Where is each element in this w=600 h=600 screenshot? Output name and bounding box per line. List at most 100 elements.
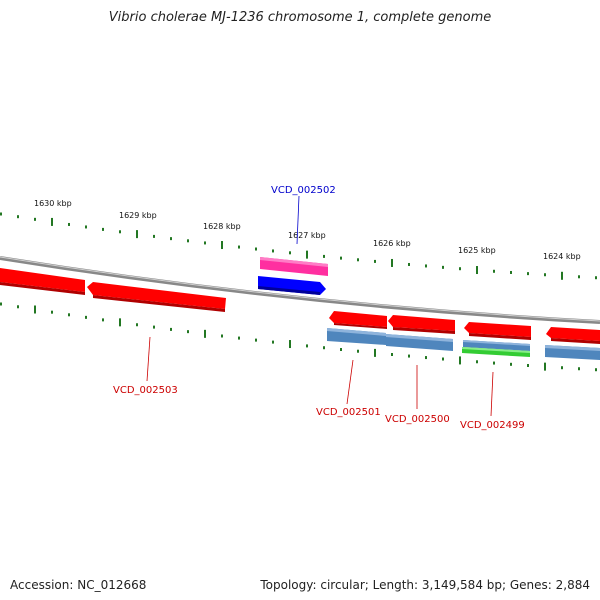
feature-steelblue-4 bbox=[545, 345, 600, 360]
accession-text: Accession: NC_012668 bbox=[10, 578, 147, 592]
feature-green bbox=[462, 347, 530, 357]
major-tick bbox=[561, 271, 563, 280]
major-tick bbox=[391, 258, 393, 267]
minor-tick bbox=[136, 323, 138, 327]
minor-tick bbox=[68, 222, 70, 226]
ruler-label-1627: 1627 kbp bbox=[288, 231, 326, 240]
minor-tick bbox=[340, 348, 342, 352]
minor-tick bbox=[578, 275, 580, 279]
minor-tick bbox=[85, 315, 87, 319]
minor-tick bbox=[187, 239, 189, 243]
major-tick bbox=[544, 362, 546, 371]
minor-tick bbox=[459, 267, 461, 271]
minor-tick bbox=[102, 227, 104, 231]
major-tick bbox=[306, 250, 308, 259]
gene-callout-VCD_002502: VCD_002502 bbox=[271, 185, 336, 245]
ruler-label-1630: 1630 kbp bbox=[34, 199, 72, 208]
minor-tick bbox=[170, 327, 172, 331]
minor-tick bbox=[357, 349, 359, 353]
map-title: Vibrio cholerae MJ-1236 chromosome 1, co… bbox=[108, 10, 492, 25]
minor-tick bbox=[476, 360, 478, 364]
major-tick bbox=[204, 329, 206, 338]
major-tick bbox=[51, 217, 53, 226]
major-tick bbox=[119, 318, 121, 327]
minor-tick bbox=[391, 353, 393, 357]
minor-tick bbox=[408, 354, 410, 358]
minor-tick bbox=[68, 313, 70, 317]
major-tick bbox=[289, 340, 291, 349]
minor-tick bbox=[442, 265, 444, 269]
gene-label-VCD_002503: VCD_002503 bbox=[113, 385, 178, 396]
minor-tick bbox=[255, 247, 257, 251]
minor-tick bbox=[408, 262, 410, 266]
minor-tick bbox=[187, 330, 189, 334]
minor-tick bbox=[119, 230, 121, 234]
minor-tick bbox=[510, 362, 512, 366]
minor-tick bbox=[527, 363, 529, 367]
major-tick bbox=[476, 266, 478, 275]
minor-tick bbox=[425, 264, 427, 268]
minor-tick bbox=[238, 336, 240, 340]
ruler-label-1628: 1628 kbp bbox=[203, 222, 241, 231]
ruler-label-1629: 1629 kbp bbox=[119, 211, 157, 220]
gene-label-VCD_002501: VCD_002501 bbox=[316, 407, 381, 418]
major-tick bbox=[34, 305, 36, 314]
major-tick bbox=[374, 348, 376, 357]
gene-callout-VCD_002499: VCD_002499 bbox=[460, 371, 525, 431]
gene-label-VCD_002499: VCD_002499 bbox=[460, 420, 525, 431]
minor-tick bbox=[527, 272, 529, 276]
minor-tick bbox=[544, 273, 546, 277]
cds-VCD_002503-left bbox=[0, 268, 85, 295]
minor-tick bbox=[153, 234, 155, 238]
minor-tick bbox=[204, 241, 206, 245]
minor-tick bbox=[340, 256, 342, 260]
minor-tick bbox=[374, 259, 376, 263]
ruler-label-1625: 1625 kbp bbox=[458, 246, 496, 255]
minor-tick bbox=[153, 325, 155, 329]
minor-tick bbox=[272, 249, 274, 253]
minor-tick bbox=[595, 368, 597, 372]
minor-tick bbox=[510, 270, 512, 274]
minor-tick bbox=[17, 215, 19, 219]
minor-tick bbox=[170, 237, 172, 241]
minor-tick bbox=[255, 338, 257, 342]
minor-tick bbox=[289, 251, 291, 255]
feature-blue-VCD_002502 bbox=[258, 276, 326, 295]
feature-steelblue-3 bbox=[463, 340, 530, 351]
minor-tick bbox=[578, 367, 580, 371]
minor-tick bbox=[102, 318, 104, 322]
cds-VCD_002503 bbox=[87, 282, 226, 312]
ruler-labels: 1630 kbp 1629 kbp 1628 kbp 1627 kbp 1626… bbox=[34, 199, 581, 261]
minor-tick bbox=[561, 366, 563, 370]
major-tick bbox=[136, 230, 138, 239]
feature-steelblue-2 bbox=[386, 334, 453, 351]
minor-tick bbox=[272, 340, 274, 344]
minor-tick bbox=[221, 334, 223, 338]
minor-tick bbox=[306, 344, 308, 348]
cds-VCD_002499 bbox=[464, 322, 531, 340]
tick-row-bottom bbox=[0, 302, 597, 372]
cds-VCD_002501 bbox=[329, 311, 387, 329]
minor-tick bbox=[17, 305, 19, 309]
minor-tick bbox=[0, 302, 2, 306]
genome-backbone bbox=[0, 256, 600, 324]
minor-tick bbox=[323, 254, 325, 258]
minor-tick bbox=[238, 245, 240, 249]
minor-tick bbox=[493, 269, 495, 273]
tick-row-top bbox=[0, 212, 597, 280]
topology-text: Topology: circular; Length: 3,149,584 bp… bbox=[260, 578, 590, 592]
gene-callout-VCD_002500: VCD_002500 bbox=[385, 365, 450, 425]
minor-tick bbox=[34, 217, 36, 221]
major-tick bbox=[459, 356, 461, 365]
gene-label-VCD_002502: VCD_002502 bbox=[271, 185, 336, 196]
cds-VCD_002500 bbox=[388, 315, 455, 334]
minor-tick bbox=[357, 258, 359, 262]
gene-callout-VCD_002503: VCD_002503 bbox=[113, 336, 178, 396]
minor-tick bbox=[442, 357, 444, 361]
ruler-label-1624: 1624 kbp bbox=[543, 252, 581, 261]
minor-tick bbox=[85, 225, 87, 229]
genome-backbone-highlight bbox=[0, 256, 600, 322]
minor-tick bbox=[51, 310, 53, 314]
minor-tick bbox=[323, 346, 325, 350]
